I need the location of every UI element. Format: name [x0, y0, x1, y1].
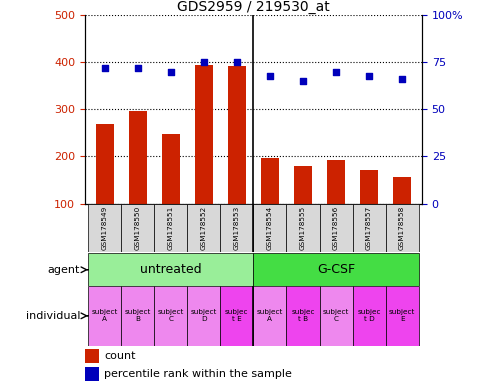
Bar: [154, 286, 187, 346]
Point: [397, 76, 405, 83]
Bar: [319, 204, 352, 252]
Point: [299, 78, 306, 84]
Bar: [88, 204, 121, 252]
Text: GSM178555: GSM178555: [300, 205, 305, 250]
Text: untreated: untreated: [140, 263, 201, 276]
Text: G-CSF: G-CSF: [317, 263, 354, 276]
Bar: [385, 286, 418, 346]
Bar: [161, 134, 180, 204]
Text: subject
D: subject D: [190, 310, 216, 322]
Text: individual: individual: [26, 311, 80, 321]
Bar: [154, 204, 187, 252]
Bar: [227, 66, 245, 204]
Text: GSM178553: GSM178553: [233, 205, 240, 250]
Title: GDS2959 / 219530_at: GDS2959 / 219530_at: [177, 0, 329, 14]
Text: GSM178556: GSM178556: [333, 205, 338, 250]
Bar: [326, 160, 345, 204]
Bar: [286, 286, 319, 346]
Bar: [253, 253, 418, 286]
Text: GSM178551: GSM178551: [167, 205, 173, 250]
Bar: [195, 65, 212, 204]
Bar: [319, 286, 352, 346]
Text: percentile rank within the sample: percentile rank within the sample: [104, 369, 291, 379]
Bar: [220, 204, 253, 252]
Bar: [293, 166, 311, 204]
Point: [332, 69, 339, 75]
Point: [134, 65, 141, 71]
Bar: [385, 204, 418, 252]
Point: [266, 73, 273, 79]
Bar: [392, 177, 410, 204]
Text: GSM178554: GSM178554: [266, 205, 272, 250]
Text: subjec
t B: subjec t B: [290, 310, 314, 322]
Text: agent: agent: [47, 265, 80, 275]
Bar: [359, 170, 378, 204]
Bar: [352, 286, 385, 346]
Text: subject
B: subject B: [124, 310, 151, 322]
Text: count: count: [104, 351, 136, 361]
Text: subject
A: subject A: [256, 310, 283, 322]
Point: [232, 59, 240, 65]
Text: subject
E: subject E: [388, 310, 414, 322]
Text: subject
C: subject C: [157, 310, 183, 322]
Bar: [220, 286, 253, 346]
Text: GSM178557: GSM178557: [365, 205, 371, 250]
Text: GSM178558: GSM178558: [398, 205, 404, 250]
Bar: [121, 204, 154, 252]
Point: [166, 69, 174, 75]
Text: subject
C: subject C: [322, 310, 348, 322]
Bar: [187, 286, 220, 346]
Text: subject
A: subject A: [91, 310, 118, 322]
Bar: [121, 286, 154, 346]
Text: subjec
t E: subjec t E: [225, 310, 248, 322]
Bar: [260, 158, 278, 204]
Point: [101, 65, 108, 71]
Point: [364, 73, 372, 79]
Point: [199, 59, 207, 65]
Bar: [253, 286, 286, 346]
Bar: [352, 204, 385, 252]
Text: subjec
t D: subjec t D: [357, 310, 380, 322]
Text: GSM178550: GSM178550: [135, 205, 140, 250]
Bar: [128, 111, 147, 204]
Bar: [95, 124, 114, 204]
Text: GSM178549: GSM178549: [102, 205, 107, 250]
Bar: [187, 204, 220, 252]
Bar: [88, 286, 121, 346]
Text: GSM178552: GSM178552: [200, 205, 206, 250]
Bar: [253, 204, 286, 252]
Bar: [286, 204, 319, 252]
Bar: [88, 253, 253, 286]
